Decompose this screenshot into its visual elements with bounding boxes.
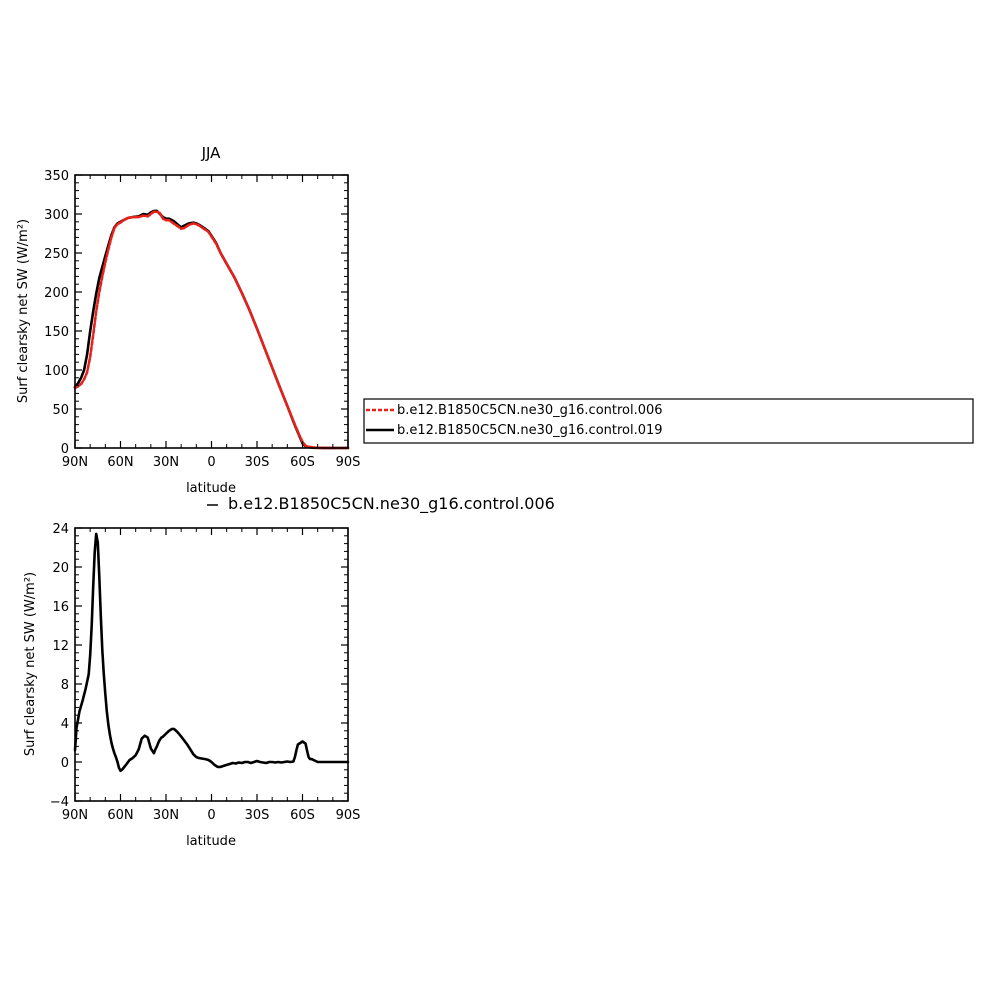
y-tick-label: −4: [50, 795, 69, 810]
series-line-2: [73, 209, 350, 450]
series-line-1: [73, 532, 350, 773]
y-tick-label: 20: [52, 561, 69, 576]
legend: b.e12.B1850C5CN.ne30_g16.control.006 b.e…: [363, 398, 974, 444]
y-tick-label: 0: [61, 442, 69, 457]
y-tick-label: 300: [44, 208, 69, 223]
y-tick-label: 16: [52, 600, 69, 615]
x-tick-label: 60S: [290, 455, 315, 470]
y-tick-label: 50: [52, 403, 69, 418]
bottom-panel-title: b.e12.B1850C5CN.ne30_g16.control.006: [228, 494, 555, 514]
x-tick-label: 90N: [62, 455, 88, 470]
y-tick-label: 0: [61, 756, 69, 771]
x-tick-label: 30N: [153, 455, 179, 470]
y-tick-label: 250: [44, 247, 69, 262]
y-tick-label: 4: [61, 717, 69, 732]
top-panel: JJA 90N 60N 30N 0 30S 60S 90S 0 50 100 150 200 250 3…: [16, 144, 360, 496]
y-tick-label: 8: [61, 678, 69, 693]
x-tick-label: 90S: [336, 808, 361, 823]
bottom-plot-lines: [73, 532, 350, 773]
top-y-ticks: 0 50 100 150 200 250 300 350: [44, 169, 348, 457]
bottom-y-ticks: −4 0 4 8 12 16 20 24: [50, 522, 348, 810]
bottom-x-axis-title: latitude: [186, 834, 236, 849]
legend-label-series-2: b.e12.B1850C5CN.ne30_g16.control.019: [397, 423, 663, 438]
bottom-x-ticks: 90N 60N 30N 0 30S 60S 90S: [62, 528, 361, 823]
x-tick-label: 30S: [245, 455, 270, 470]
y-tick-label: 12: [52, 639, 69, 654]
top-x-axis-title: latitude: [186, 481, 236, 496]
legend-box: [363, 398, 974, 444]
bottom-panel: b.e12.B1850C5CN.ne30_g16.control.006 90N…: [23, 494, 555, 849]
y-tick-label: 350: [44, 169, 69, 184]
top-panel-title: JJA: [201, 144, 222, 162]
x-tick-label: 60S: [290, 808, 315, 823]
x-tick-label: 60N: [107, 455, 133, 470]
y-tick-label: 100: [44, 364, 69, 379]
x-tick-label: 30S: [245, 808, 270, 823]
y-tick-label: 200: [44, 286, 69, 301]
x-tick-label: 0: [207, 808, 215, 823]
x-tick-label: 30N: [153, 808, 179, 823]
top-y-axis-title: Surf clearsky net SW (W/m²): [16, 219, 31, 403]
legend-label-series-1: b.e12.B1850C5CN.ne30_g16.control.006: [397, 403, 663, 418]
x-tick-label: 60N: [107, 808, 133, 823]
top-plot-frame: [74, 174, 349, 449]
top-x-ticks: 90N 60N 30N 0 30S 60S 90S: [62, 175, 361, 470]
x-tick-label: 90N: [62, 808, 88, 823]
top-plot-lines: [73, 209, 350, 450]
y-tick-label: 24: [52, 522, 69, 537]
bottom-y-axis-title: Surf clearsky net SW (W/m²): [23, 572, 38, 756]
series-line-1: [73, 210, 350, 450]
x-tick-label: 0: [207, 455, 215, 470]
x-tick-label: 90S: [336, 455, 361, 470]
y-tick-label: 150: [44, 325, 69, 340]
